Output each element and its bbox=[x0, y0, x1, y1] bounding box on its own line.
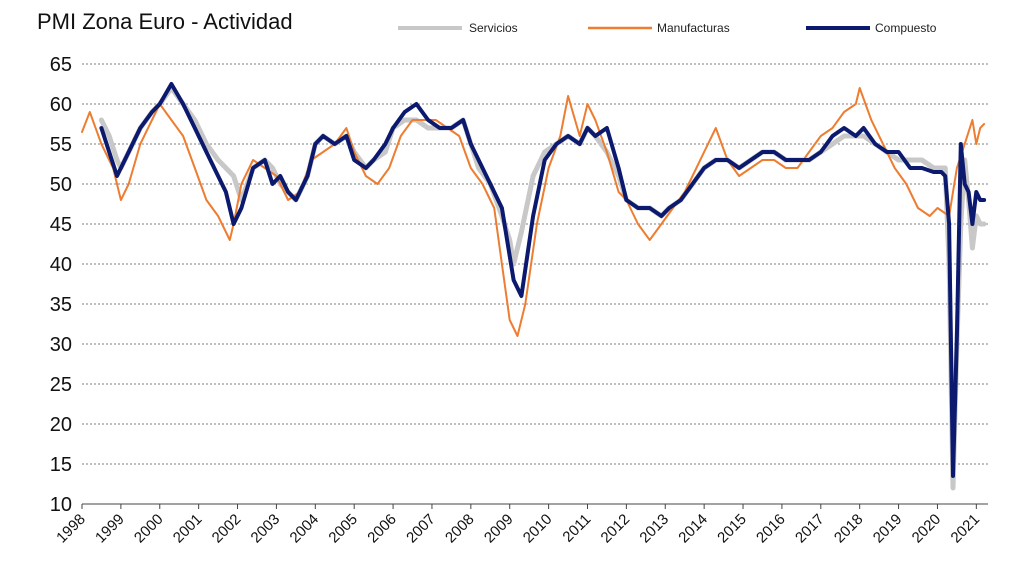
series-line-manufacturas bbox=[81, 87, 986, 337]
x-axis: 1998 1999 2000 2001 2002 2003 2004 2005 2006 2007… bbox=[53, 503, 988, 547]
y-tick-label: 50 bbox=[50, 174, 72, 196]
x-tick-label: 1998 bbox=[53, 511, 89, 547]
x-tick-label: 2015 bbox=[714, 511, 750, 547]
x-tick-label: 2021 bbox=[948, 511, 984, 547]
y-tick-label: 40 bbox=[50, 254, 72, 276]
y-tick-label: 45 bbox=[50, 214, 72, 236]
x-tick-label: 2017 bbox=[792, 511, 828, 547]
series-line-compuesto bbox=[99, 82, 987, 478]
x-tick-label: 2014 bbox=[675, 511, 711, 547]
x-tick-label: 2012 bbox=[598, 511, 634, 547]
x-tick-label: 2011 bbox=[559, 511, 594, 546]
x-tick-label: 2018 bbox=[831, 511, 867, 547]
y-axis: 10 15 20 25 30 35 40 45 50 55 60 65 bbox=[50, 54, 72, 516]
x-tick-label: 2005 bbox=[325, 511, 361, 547]
y-tick-label: 30 bbox=[50, 334, 72, 356]
x-tick-label: 2007 bbox=[403, 511, 439, 547]
y-tick-label: 35 bbox=[50, 294, 72, 316]
y-tick-label: 20 bbox=[50, 414, 72, 436]
x-tick-label: 2016 bbox=[753, 511, 789, 547]
x-tick-label: 2004 bbox=[287, 511, 323, 547]
y-tick-label: 10 bbox=[50, 494, 72, 516]
x-tick-label: 2020 bbox=[909, 511, 945, 547]
gridlines bbox=[82, 63, 988, 465]
legend-label-compuesto: Compuesto bbox=[875, 21, 937, 35]
y-tick-label: 55 bbox=[50, 134, 72, 156]
x-tick-label: 2008 bbox=[442, 511, 478, 547]
y-tick-label: 25 bbox=[50, 374, 72, 396]
series-lines bbox=[81, 82, 987, 491]
legend-label-manufacturas: Manufacturas bbox=[657, 21, 730, 35]
x-tick-label: 2009 bbox=[481, 511, 517, 547]
x-tick-label: 2001 bbox=[170, 511, 206, 547]
x-tick-label: 2000 bbox=[131, 511, 167, 547]
x-tick-label: 2006 bbox=[364, 511, 400, 547]
x-tick-label: 2002 bbox=[209, 511, 245, 547]
x-tick-label: 2019 bbox=[870, 511, 906, 547]
legend-label-servicios: Servicios bbox=[469, 21, 518, 35]
legend: Servicios Manufacturas Compuesto bbox=[398, 21, 937, 35]
series-line-servicios bbox=[98, 85, 987, 491]
x-tick-label: 2010 bbox=[520, 511, 556, 547]
x-tick-label: 2013 bbox=[636, 511, 672, 547]
y-tick-label: 65 bbox=[50, 54, 72, 76]
x-tick-label: 1999 bbox=[92, 511, 128, 547]
y-tick-label: 60 bbox=[50, 94, 72, 116]
x-tick-label: 2003 bbox=[248, 511, 284, 547]
y-tick-label: 15 bbox=[50, 454, 72, 476]
chart-title: PMI Zona Euro - Actividad bbox=[37, 9, 293, 34]
